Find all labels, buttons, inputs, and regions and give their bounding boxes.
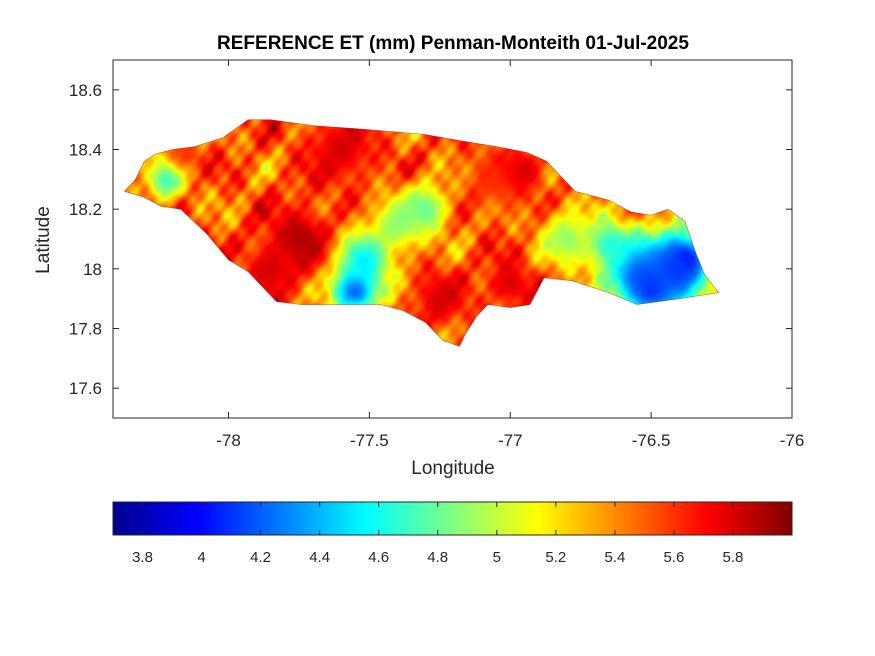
y-tick-label: 18.2	[69, 200, 102, 219]
x-tick-label: -76	[780, 431, 805, 450]
island-outline	[123, 119, 720, 347]
chart-title: REFERENCE ET (mm) Penman-Monteith 01-Jul…	[217, 33, 689, 54]
y-tick-label: 18.4	[69, 141, 102, 160]
colorbar-tick-label: 4.4	[309, 549, 330, 566]
colorbar-tick-label: 5.4	[604, 549, 625, 566]
y-tick-label: 18	[83, 260, 102, 279]
colorbar-tick-label: 5.6	[663, 549, 684, 566]
colorbar-tick-label: 4	[197, 549, 205, 566]
colorbar-tick-label: 4.8	[427, 549, 448, 566]
colorbar-tick-label: 4.6	[368, 549, 389, 566]
x-ticks: -78 -77.5 -77 -76.5 -76	[216, 60, 804, 450]
colorbar-tick-label: 3.8	[132, 549, 153, 566]
colorbar-tick-label: 5	[493, 549, 501, 566]
colorbar-tick-label: 4.2	[250, 549, 271, 566]
x-tick-label: -76.5	[632, 431, 671, 450]
colorbar	[112, 501, 793, 536]
colorbar-tick-label: 5.8	[723, 549, 744, 566]
colorbar-ticks: 3.8 4 4.2 4.4 4.6 4.8 5 5.2 5.4 5.6 5.8	[132, 502, 743, 566]
plot-frame	[112, 59, 793, 419]
y-tick-label: 17.8	[69, 320, 102, 339]
x-tick-label: -78	[216, 431, 241, 450]
y-ticks: 17.6 17.8 18 18.2 18.4 18.6	[69, 81, 792, 398]
y-tick-label: 17.6	[69, 379, 102, 398]
x-axis-label: Longitude	[411, 458, 495, 479]
x-tick-label: -77.5	[350, 431, 389, 450]
x-tick-label: -77	[498, 431, 523, 450]
y-tick-label: 18.6	[69, 81, 102, 100]
colorbar-tick-label: 5.2	[545, 549, 566, 566]
